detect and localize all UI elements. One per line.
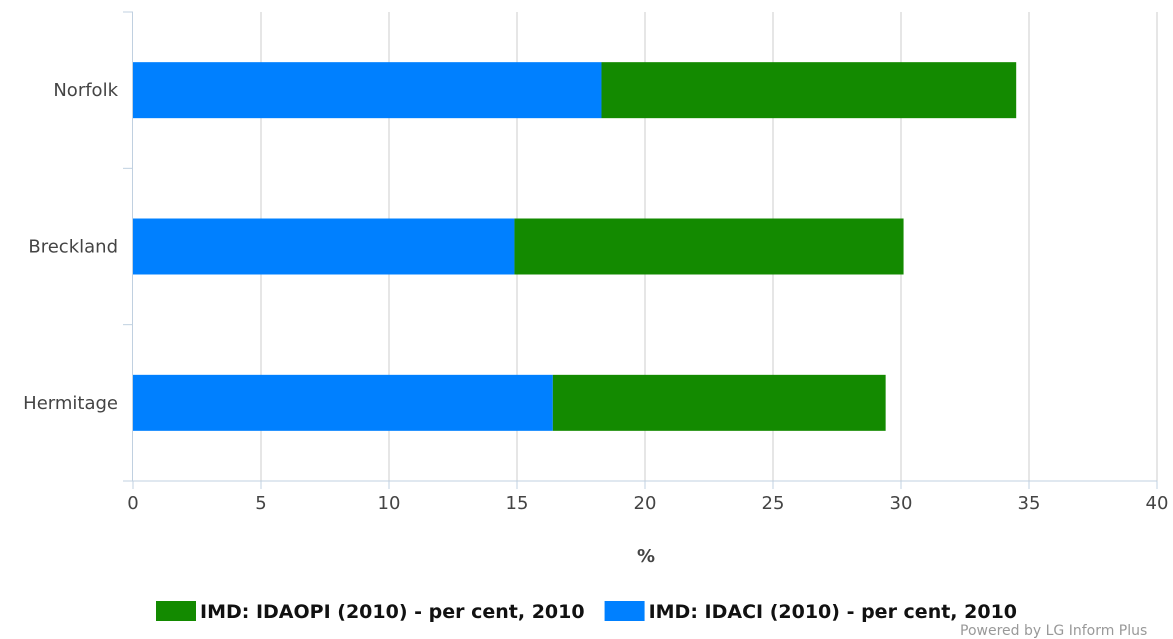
x-tick-label: 40 [1146,493,1169,514]
x-tick-label: 10 [378,493,401,514]
category-labels: Norfolk Breckland Hermitage [23,80,118,414]
bar-segment[interactable] [133,62,602,119]
legend-label: IMD: IDACI (2010) - per cent, 2010 [649,601,1017,623]
bar-segment[interactable] [514,218,904,275]
bar-segment[interactable] [601,62,1017,119]
x-tick-label: 15 [506,493,529,514]
credit-text[interactable]: Powered by LG Inform Plus [960,623,1148,639]
legend-swatch [604,601,645,621]
x-axis-title: % [637,546,655,567]
category-label: Hermitage [23,393,118,414]
category-label: Norfolk [53,80,118,101]
bar-segment[interactable] [133,218,515,275]
x-tick-label: 0 [127,493,138,514]
legend-label: IMD: IDAOPI (2010) - per cent, 2010 [200,601,585,623]
bar-segment[interactable] [133,374,553,431]
x-tick-label: 20 [634,493,657,514]
x-tick-label: 5 [255,493,266,514]
x-tick-label: 25 [762,493,785,514]
x-tick-label: 35 [1018,493,1041,514]
category-label: Breckland [28,237,118,258]
bars [133,62,1017,431]
x-tick-label: 30 [890,493,913,514]
x-tick-labels: 0 5 10 15 20 25 30 35 40 [127,493,1168,514]
legend-swatch [156,601,196,621]
axes [123,11,1157,482]
bar-segment[interactable] [552,374,886,431]
legend[interactable]: IMD: IDAOPI (2010) - per cent, 2010 IMD: … [156,601,1017,623]
